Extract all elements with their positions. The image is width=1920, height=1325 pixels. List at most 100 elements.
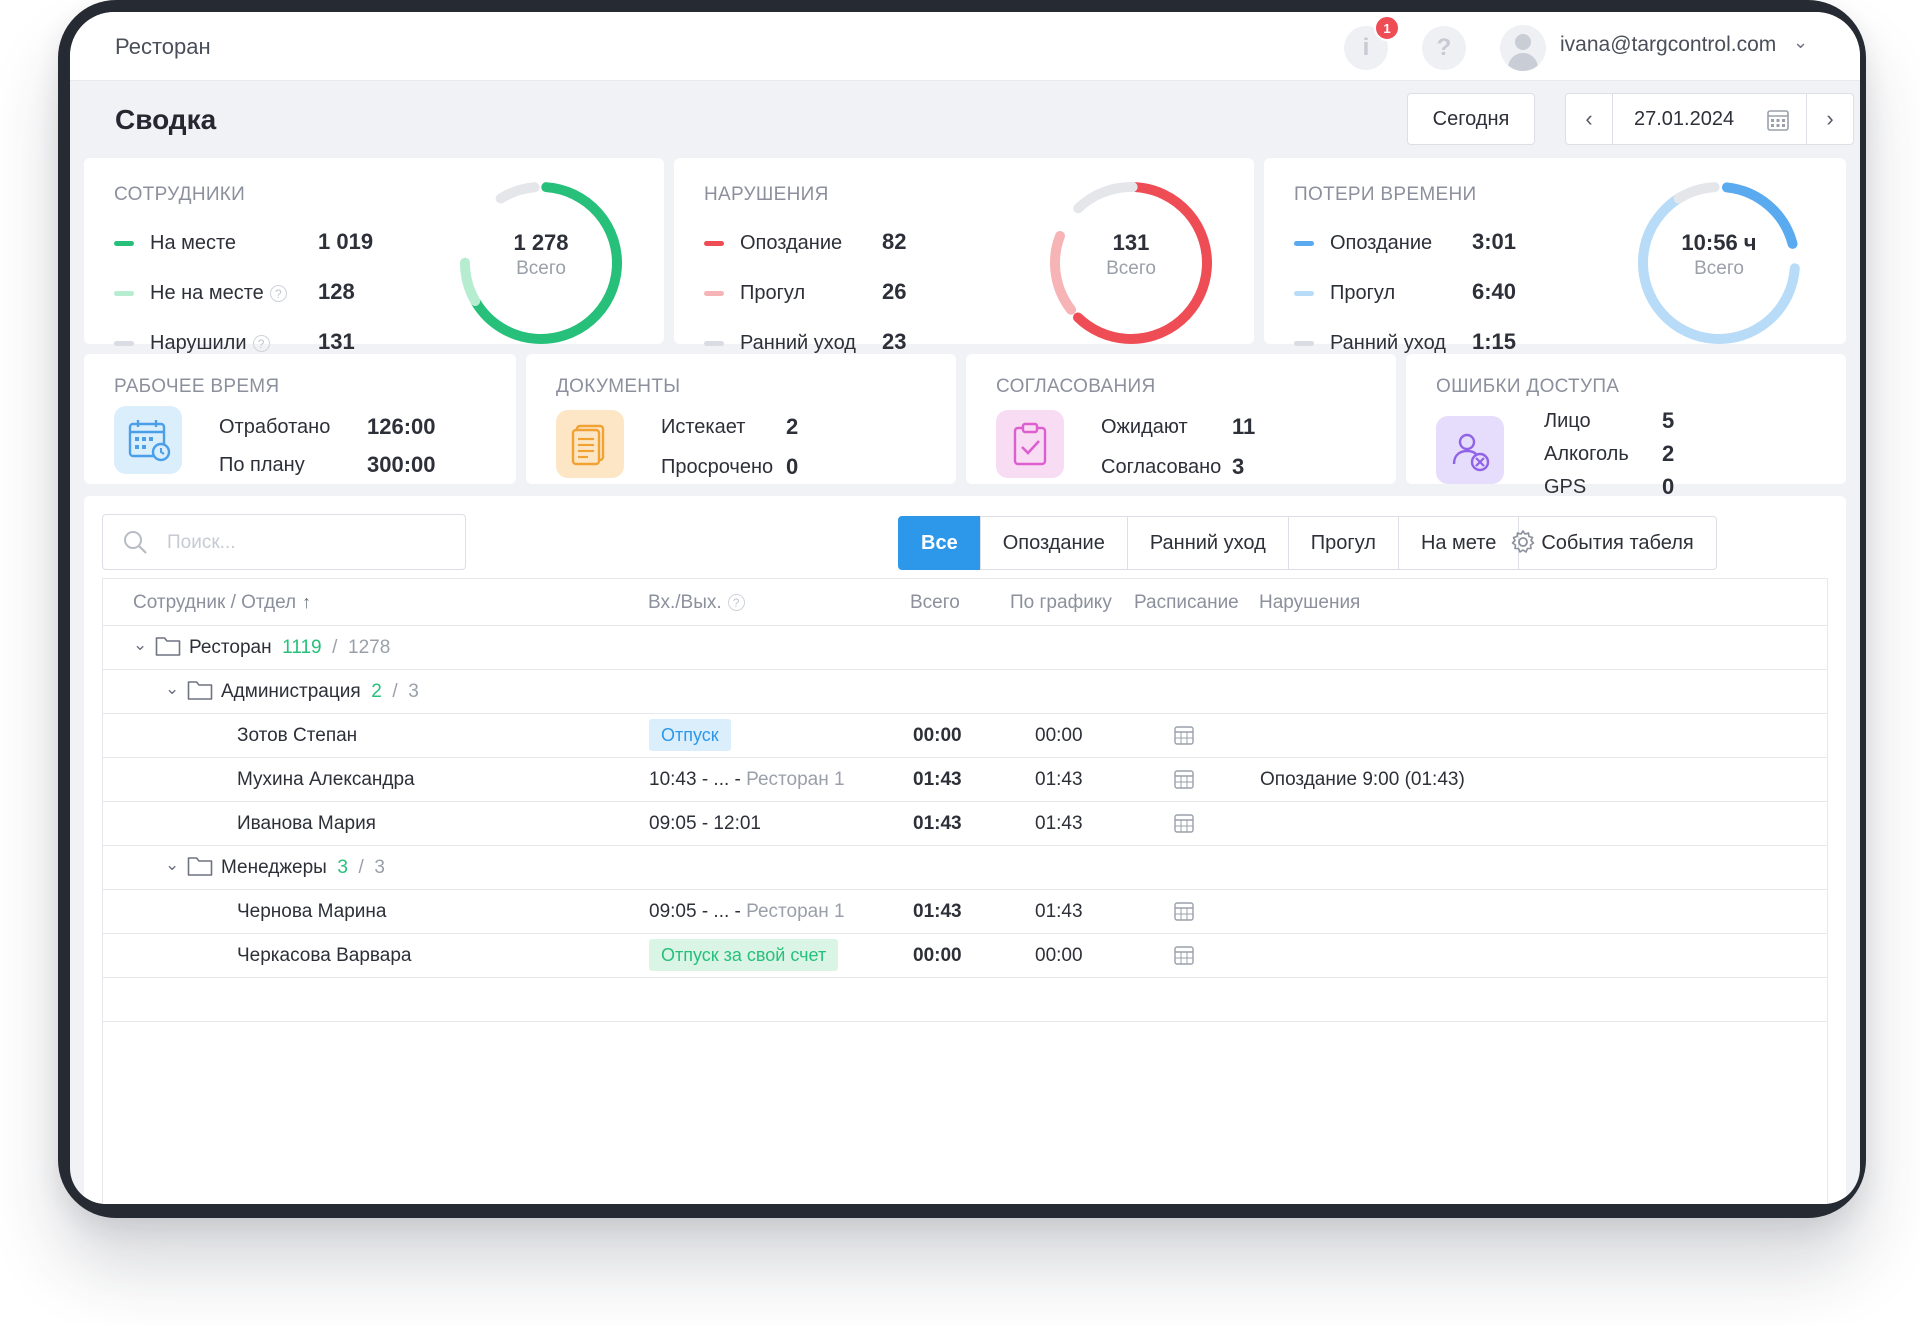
table-row[interactable]: Иванова Мария 09:05 - 12:01 01:43 01:43	[103, 801, 1827, 846]
filter-tab-late[interactable]: Опоздание	[979, 516, 1128, 570]
search-box[interactable]	[102, 514, 466, 570]
question-icon[interactable]: ?	[727, 594, 745, 612]
plan-label: По плану	[219, 454, 305, 476]
group-row[interactable]: ⌄ Ресторан 1119 / 1278	[103, 625, 1827, 670]
documents-card[interactable]: ДОКУМЕНТЫ Истекает 2 Просрочено 0	[526, 354, 956, 484]
donut-total-label: Всего	[1694, 258, 1744, 279]
legend-label: Прогул	[1330, 282, 1396, 304]
group-present-count: 2	[371, 681, 382, 702]
chevron-down-icon[interactable]: ⌄	[165, 679, 180, 698]
time-loss-card[interactable]: ПОТЕРИ ВРЕМЕНИ Опоздание 3:01 Прогул 6:4…	[1264, 158, 1846, 354]
employees-card[interactable]: СОТРУДНИКИ На месте 1 019 Не на месте? 1…	[84, 158, 664, 354]
employee-name[interactable]: Мухина Александра	[237, 769, 415, 790]
schedule-icon[interactable]	[1174, 813, 1194, 833]
help-icon[interactable]: ?	[1422, 26, 1466, 70]
card-title: СОГЛАСОВАНИЯ	[996, 376, 1156, 397]
notification-badge: 1	[1374, 15, 1400, 41]
legend-swatch	[1294, 291, 1314, 296]
today-button[interactable]: Сегодня	[1407, 93, 1535, 145]
plan-value: 300:00	[367, 452, 436, 477]
sort-arrow-up-icon[interactable]: ↑	[302, 592, 312, 612]
in-out-time: 10:43 - ... -	[649, 769, 741, 790]
employee-name[interactable]: Иванова Мария	[237, 813, 376, 834]
column-header-scheduled: По графику	[1010, 592, 1112, 613]
chevron-down-icon[interactable]: ⌄	[1793, 32, 1809, 52]
table-header: Сотрудник / Отдел ↑ Вх./Вых.? Всего По гр…	[103, 579, 1827, 626]
group-summary: Администрация 2 / 3	[221, 681, 419, 703]
legend-label-wrap: Не на месте?	[150, 282, 287, 305]
violations-card[interactable]: НАРУШЕНИЯ Опоздание 82 Прогул 26 Ранний …	[674, 158, 1254, 354]
gear-icon[interactable]	[1510, 529, 1536, 555]
schedule-icon[interactable]	[1174, 901, 1194, 921]
question-icon[interactable]: ?	[269, 285, 287, 303]
employees-table: Сотрудник / Отдел ↑ Вх./Вых.? Всего По гр…	[102, 578, 1828, 1204]
group-total-count: 3	[408, 681, 419, 702]
employee-name[interactable]: Зотов Степан	[237, 725, 358, 746]
group-name: Администрация	[221, 681, 361, 702]
legend-label: Опоздание	[1330, 232, 1433, 254]
legend-swatch	[114, 341, 134, 346]
page-title: Сводка	[115, 104, 217, 135]
schedule-icon[interactable]	[1174, 725, 1194, 745]
card-title: ОШИБКИ ДОСТУПА	[1436, 376, 1620, 397]
card-title: СОТРУДНИКИ	[114, 184, 246, 205]
search-input[interactable]	[165, 528, 449, 558]
filter-tab-absence[interactable]: Прогул	[1287, 516, 1399, 570]
avatar-head	[1515, 34, 1531, 50]
legend-swatch	[1294, 341, 1314, 346]
calendar-icon[interactable]	[1766, 108, 1790, 132]
folder-icon	[187, 857, 213, 876]
date-value[interactable]: 27.01.2024	[1634, 108, 1735, 130]
group-row[interactable]: ⌄ Менеджеры 3 / 3	[103, 845, 1827, 890]
avatar[interactable]	[1500, 25, 1546, 71]
chevron-down-icon[interactable]: ⌄	[165, 855, 180, 874]
time-loss-donut: 10:56 ч Всего	[1634, 178, 1804, 348]
location-name: Ресторан 1	[746, 769, 845, 790]
approvals-card[interactable]: СОГЛАСОВАНИЯ Ожидают 11 Согласовано 3	[966, 354, 1396, 484]
table-row[interactable]: Черкасова Варвара Отпуск за свой счет 00…	[103, 933, 1827, 978]
legend-row: Ранний уход 1:15	[1294, 328, 1544, 358]
legend-swatch	[704, 291, 724, 296]
status-badge: Отпуск	[649, 719, 731, 751]
scheduled-time: 01:43	[1035, 769, 1083, 790]
schedule-icon[interactable]	[1174, 769, 1194, 789]
gps-value: 0	[1662, 474, 1675, 499]
schedule-icon[interactable]	[1174, 945, 1194, 965]
worked-label: Отработано	[219, 416, 331, 438]
legend-swatch	[114, 241, 134, 246]
chevron-right-icon[interactable]: ›	[1806, 94, 1853, 144]
table-row[interactable]: Зотов Степан Отпуск 00:00 00:00	[103, 713, 1827, 758]
user-email[interactable]: ivana@targcontrol.com	[1560, 33, 1777, 56]
in-out-time: 09:05 - ... -	[649, 901, 741, 922]
access-errors-card[interactable]: ОШИБКИ ДОСТУПА Лицо 5 Алкоголь 2 GPS 0	[1406, 354, 1846, 499]
pending-value: 11	[1232, 414, 1256, 439]
column-header-label: Сотрудник / Отдел	[133, 592, 297, 613]
table-row[interactable]: Мухина Александра 10:43 - ... - Ресторан…	[103, 757, 1827, 802]
legend-value: 131	[318, 329, 355, 354]
filter-tab-on-site[interactable]: На мете	[1397, 516, 1520, 570]
legend-row: Нарушили? 131	[114, 328, 394, 358]
chevron-down-icon[interactable]: ⌄	[133, 635, 148, 654]
legend-swatch	[704, 341, 724, 346]
table-row[interactable]: Чернова Марина 09:05 - ... - Ресторан 1 …	[103, 889, 1827, 934]
question-icon[interactable]: ?	[252, 335, 270, 353]
employee-name[interactable]: Черкасова Варвара	[237, 945, 412, 966]
chevron-left-icon[interactable]: ‹	[1566, 94, 1613, 144]
group-row[interactable]: ⌄ Администрация 2 / 3	[103, 669, 1827, 714]
filter-tab-timesheet-events[interactable]: События табеля	[1518, 516, 1717, 570]
column-header-schedule: Расписание	[1134, 592, 1239, 613]
work-time-card[interactable]: РАБОЧЕЕ ВРЕМЯ Отработано 126:00 По плану…	[84, 354, 516, 484]
column-header-employee[interactable]: Сотрудник / Отдел ↑	[133, 592, 311, 614]
column-header-violations: Нарушения	[1259, 592, 1361, 613]
column-header-label: Вх./Вых.	[648, 592, 722, 613]
legend-row: Прогул 6:40	[1294, 278, 1544, 308]
scheduled-time: 01:43	[1035, 901, 1083, 922]
filter-tab-early-leave[interactable]: Ранний уход	[1126, 516, 1289, 570]
donut-total: 1 278	[513, 230, 569, 255]
worked-value: 126:00	[367, 414, 436, 439]
legend-label: Ранний уход	[740, 332, 856, 354]
donut-total: 10:56 ч	[1681, 230, 1757, 255]
employee-name[interactable]: Чернова Марина	[237, 901, 387, 922]
filter-tab-all[interactable]: Все	[898, 516, 981, 570]
table-row[interactable]	[103, 977, 1827, 1022]
